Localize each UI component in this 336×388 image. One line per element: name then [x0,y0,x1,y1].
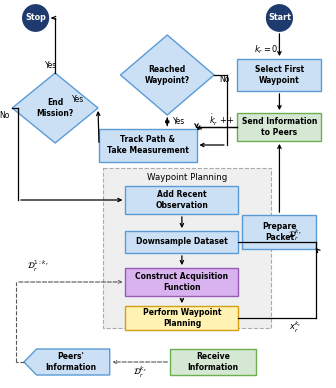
Text: Waypoint Planning: Waypoint Planning [146,173,227,182]
Text: Yes: Yes [45,61,57,69]
Text: Prepare
Packet: Prepare Packet [262,222,297,242]
FancyBboxPatch shape [242,215,317,249]
Text: Track Path &
Take Measurement: Track Path & Take Measurement [107,135,189,155]
Text: Downsample Dataset: Downsample Dataset [136,237,228,246]
Polygon shape [12,73,98,143]
FancyBboxPatch shape [125,268,239,296]
FancyBboxPatch shape [103,168,271,328]
Text: Receive
Information: Receive Information [187,352,239,372]
Text: Stop: Stop [25,14,46,23]
FancyBboxPatch shape [99,128,197,161]
Text: Start: Start [268,14,291,23]
FancyBboxPatch shape [238,59,321,91]
Text: $\dot{k}_r$ ++: $\dot{k}_r$ ++ [209,112,235,128]
Polygon shape [24,349,110,375]
FancyBboxPatch shape [170,349,256,375]
Text: Select First
Waypoint: Select First Waypoint [255,65,304,85]
Text: End
Mission?: End Mission? [37,98,74,118]
Polygon shape [120,35,214,115]
FancyBboxPatch shape [238,113,321,141]
Circle shape [23,5,48,31]
Text: Yes: Yes [72,95,85,104]
Text: $k_r = 0$: $k_r = 0$ [254,44,278,56]
Text: Yes: Yes [173,118,185,126]
Text: $x_r^{k_r}$: $x_r^{k_r}$ [289,319,301,334]
Text: Perform Waypoint
Planning: Perform Waypoint Planning [143,308,221,328]
Text: Add Recent
Observation: Add Recent Observation [156,190,208,210]
Text: $\mathcal{D}_r^{1:k_r}$: $\mathcal{D}_r^{1:k_r}$ [27,258,49,274]
FancyBboxPatch shape [125,306,239,330]
FancyBboxPatch shape [125,186,239,214]
Text: Peers'
Information: Peers' Information [45,352,96,372]
Text: No: No [0,111,9,121]
Text: $\mathcal{D}_r^{k_r}$: $\mathcal{D}_r^{k_r}$ [133,364,147,379]
Text: Construct Acquisition
Function: Construct Acquisition Function [135,272,228,292]
Text: No: No [219,74,229,83]
Text: Send Information
to Peers: Send Information to Peers [242,117,317,137]
FancyBboxPatch shape [125,231,239,253]
Circle shape [267,5,292,31]
Text: $\mathcal{D}_r^{k_r}$: $\mathcal{D}_r^{k_r}$ [288,227,302,242]
Text: Reached
Waypoint?: Reached Waypoint? [145,65,190,85]
